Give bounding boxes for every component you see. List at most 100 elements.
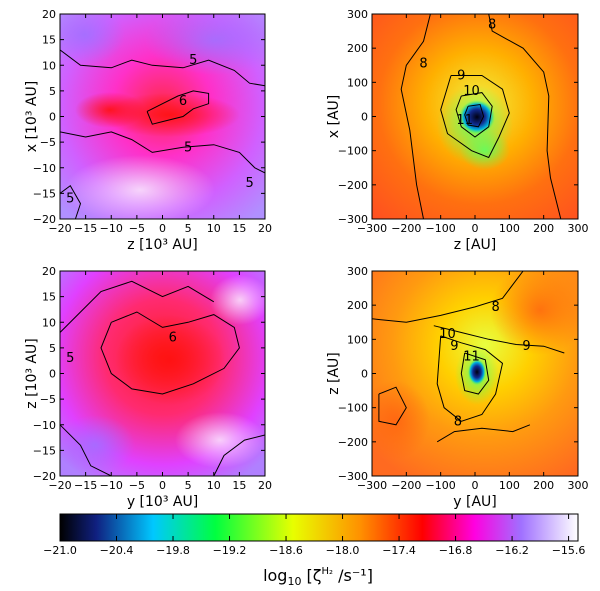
contour-label-bottom-right-1: 10 bbox=[439, 327, 456, 342]
x-tick-label-top-left-6: 10 bbox=[207, 222, 221, 235]
colorbar-tick-label-9: −15.6 bbox=[552, 544, 586, 557]
y-tick-label-bottom-left-4: 0 bbox=[49, 368, 56, 381]
contour-label-top-left-4: 5 bbox=[66, 192, 74, 207]
contour-line-bottom-left-2 bbox=[60, 424, 112, 476]
contour-line-top-right-3 bbox=[455, 92, 493, 138]
y-tick-label-bottom-left-3: −5 bbox=[40, 393, 56, 406]
contour-line-bottom-right-3 bbox=[460, 352, 490, 395]
contour-line-bottom-right-5 bbox=[436, 424, 531, 443]
contours-bottom-left bbox=[60, 280, 265, 476]
x-axis-label-top-right: z [AU] bbox=[454, 237, 497, 253]
heatmap-bottom-left bbox=[60, 271, 265, 476]
contours-top-right bbox=[400, 14, 562, 219]
y-tick-label-top-right-3: 0 bbox=[361, 111, 368, 124]
contour-label-top-left-1: 6 bbox=[179, 94, 187, 109]
colorbar: −21.0 −20.4 −19.8 −19.2 −18.6 −18.0 −17.4 −16.8… bbox=[43, 513, 585, 588]
x-axis-label-top-left: z [10³ AU] bbox=[127, 237, 197, 253]
x-tick-label-top-left-8: 20 bbox=[258, 222, 272, 235]
contour-line-bottom-right-2 bbox=[436, 335, 504, 422]
colorbar-tick-label-8: −16.2 bbox=[495, 544, 529, 557]
y-tick-label-top-right-5: 200 bbox=[347, 42, 368, 55]
y-tick-label-bottom-left-2: −10 bbox=[33, 419, 56, 432]
x-tick-label-top-right-5: 200 bbox=[533, 222, 554, 235]
contour-line-top-right-2 bbox=[440, 75, 510, 159]
contour-label-top-right-3: 10 bbox=[463, 84, 480, 99]
x-tick-label-top-left-7: 15 bbox=[232, 222, 246, 235]
colorbar-ticks: −21.0 −20.4 −19.8 −19.2 −18.6 −18.0 −17.4 −16.8… bbox=[43, 514, 585, 557]
heatmap-bottom-right bbox=[372, 271, 578, 476]
y-tick-label-bottom-right-4: 100 bbox=[347, 333, 368, 346]
contour-line-top-right-0 bbox=[488, 14, 562, 219]
colorbar-tick-label-0: −21.0 bbox=[43, 544, 77, 557]
y-tick-label-bottom-right-6: 300 bbox=[347, 265, 368, 278]
contour-label-top-left-2: 5 bbox=[184, 140, 192, 155]
y-tick-label-bottom-right-2: −100 bbox=[338, 402, 368, 415]
colorbar-label: log10 [ζH₂ /s⁻¹] bbox=[263, 566, 373, 588]
heatmap-top-right bbox=[372, 14, 578, 219]
contour-line-top-right-4 bbox=[464, 103, 485, 128]
x-tick-label-top-left-4: 0 bbox=[159, 222, 166, 235]
y-axis-label-bottom-left: z [10³ AU] bbox=[24, 338, 40, 408]
y-tick-label-bottom-left-5: 5 bbox=[49, 342, 56, 355]
colorbar-tick-label-6: −17.4 bbox=[382, 544, 416, 557]
x-tick-label-bottom-right-2: −100 bbox=[426, 479, 456, 492]
contour-label-top-right-0: 8 bbox=[488, 17, 496, 32]
contours-top-left bbox=[60, 49, 265, 219]
colorbar-tick-label-3: −19.2 bbox=[213, 544, 247, 557]
contour-line-top-right-1 bbox=[400, 14, 431, 219]
contour-line-top-left-1 bbox=[146, 90, 210, 125]
contour-labels-top-right: 8 8 910 11 bbox=[419, 17, 496, 128]
contour-label-top-left-0: 5 bbox=[189, 53, 197, 68]
contour-line-bottom-left-3 bbox=[213, 434, 265, 476]
contour-label-top-right-1: 8 bbox=[419, 57, 427, 72]
x-tick-label-bottom-left-1: −15 bbox=[74, 479, 97, 492]
contour-label-bottom-left-1: 5 bbox=[66, 351, 74, 366]
y-tick-label-top-right-1: −200 bbox=[338, 179, 368, 192]
y-tick-label-top-left-4: 0 bbox=[49, 111, 56, 124]
colorbar-tick-label-2: −19.8 bbox=[156, 544, 190, 557]
heatmap-top-left bbox=[60, 14, 265, 219]
x-tick-label-top-left-1: −15 bbox=[74, 222, 97, 235]
contour-label-top-left-3: 5 bbox=[245, 176, 253, 191]
y-tick-label-bottom-left-1: −15 bbox=[33, 444, 56, 457]
x-axis-label-bottom-right: y [AU] bbox=[453, 494, 496, 510]
colorbar-tick-label-5: −18.0 bbox=[326, 544, 360, 557]
contour-label-bottom-right-2: 9 bbox=[450, 339, 458, 354]
ticks-bottom-left: −20 −15 −10 −5 0 5 10 15 20−20−15−10−505101520y … bbox=[24, 265, 272, 510]
y-tick-label-top-right-4: 100 bbox=[347, 76, 368, 89]
colorbar-label-sub: 10 bbox=[287, 575, 301, 588]
x-axis-label-bottom-left: y [10³ AU] bbox=[127, 494, 198, 510]
colorbar-tick-label-7: −16.8 bbox=[439, 544, 473, 557]
y-tick-label-bottom-right-5: 200 bbox=[347, 299, 368, 312]
x-tick-label-bottom-left-3: −5 bbox=[129, 479, 145, 492]
y-tick-label-top-left-3: −5 bbox=[40, 136, 56, 149]
ticks-top-right: −300 −200 −100 0 100 200 300 −300 −200 −100 0 100 20… bbox=[326, 8, 589, 253]
colorbar-label-sup: H₂ bbox=[321, 566, 333, 577]
contour-label-bottom-right-5: 8 bbox=[454, 414, 462, 429]
x-tick-label-top-left-2: −10 bbox=[100, 222, 123, 235]
x-tick-label-bottom-right-5: 200 bbox=[533, 479, 554, 492]
y-axis-label-bottom-right: z [AU] bbox=[326, 352, 342, 395]
contour-line-top-left-0 bbox=[60, 49, 265, 87]
x-tick-label-top-right-1: −200 bbox=[391, 222, 421, 235]
x-tick-label-bottom-left-4: 0 bbox=[159, 479, 166, 492]
panel-top-right: 8 8 910 11 −300 −200 −100 0 100 200 300 −300 −200 −1… bbox=[326, 8, 589, 253]
x-tick-label-top-right-0: −300 bbox=[357, 222, 387, 235]
x-tick-label-bottom-right-0: −300 bbox=[357, 479, 387, 492]
contour-label-bottom-right-0: 8 bbox=[491, 300, 499, 315]
x-tick-label-top-right-3: 0 bbox=[472, 222, 479, 235]
y-tick-label-bottom-left-6: 10 bbox=[42, 316, 56, 329]
y-tick-label-top-left-0: −20 bbox=[33, 213, 56, 226]
y-tick-label-bottom-left-0: −20 bbox=[33, 470, 56, 483]
x-tick-label-bottom-left-7: 15 bbox=[232, 479, 246, 492]
y-axis-label-top-left: x [10³ AU] bbox=[24, 81, 40, 152]
y-tick-label-top-left-1: −15 bbox=[33, 187, 56, 200]
x-tick-label-bottom-right-4: 100 bbox=[499, 479, 520, 492]
y-tick-label-top-left-2: −10 bbox=[33, 162, 56, 175]
colorbar-gradient bbox=[59, 513, 579, 542]
x-tick-label-bottom-left-8: 20 bbox=[258, 479, 272, 492]
contour-line-bottom-right-4 bbox=[378, 386, 407, 426]
